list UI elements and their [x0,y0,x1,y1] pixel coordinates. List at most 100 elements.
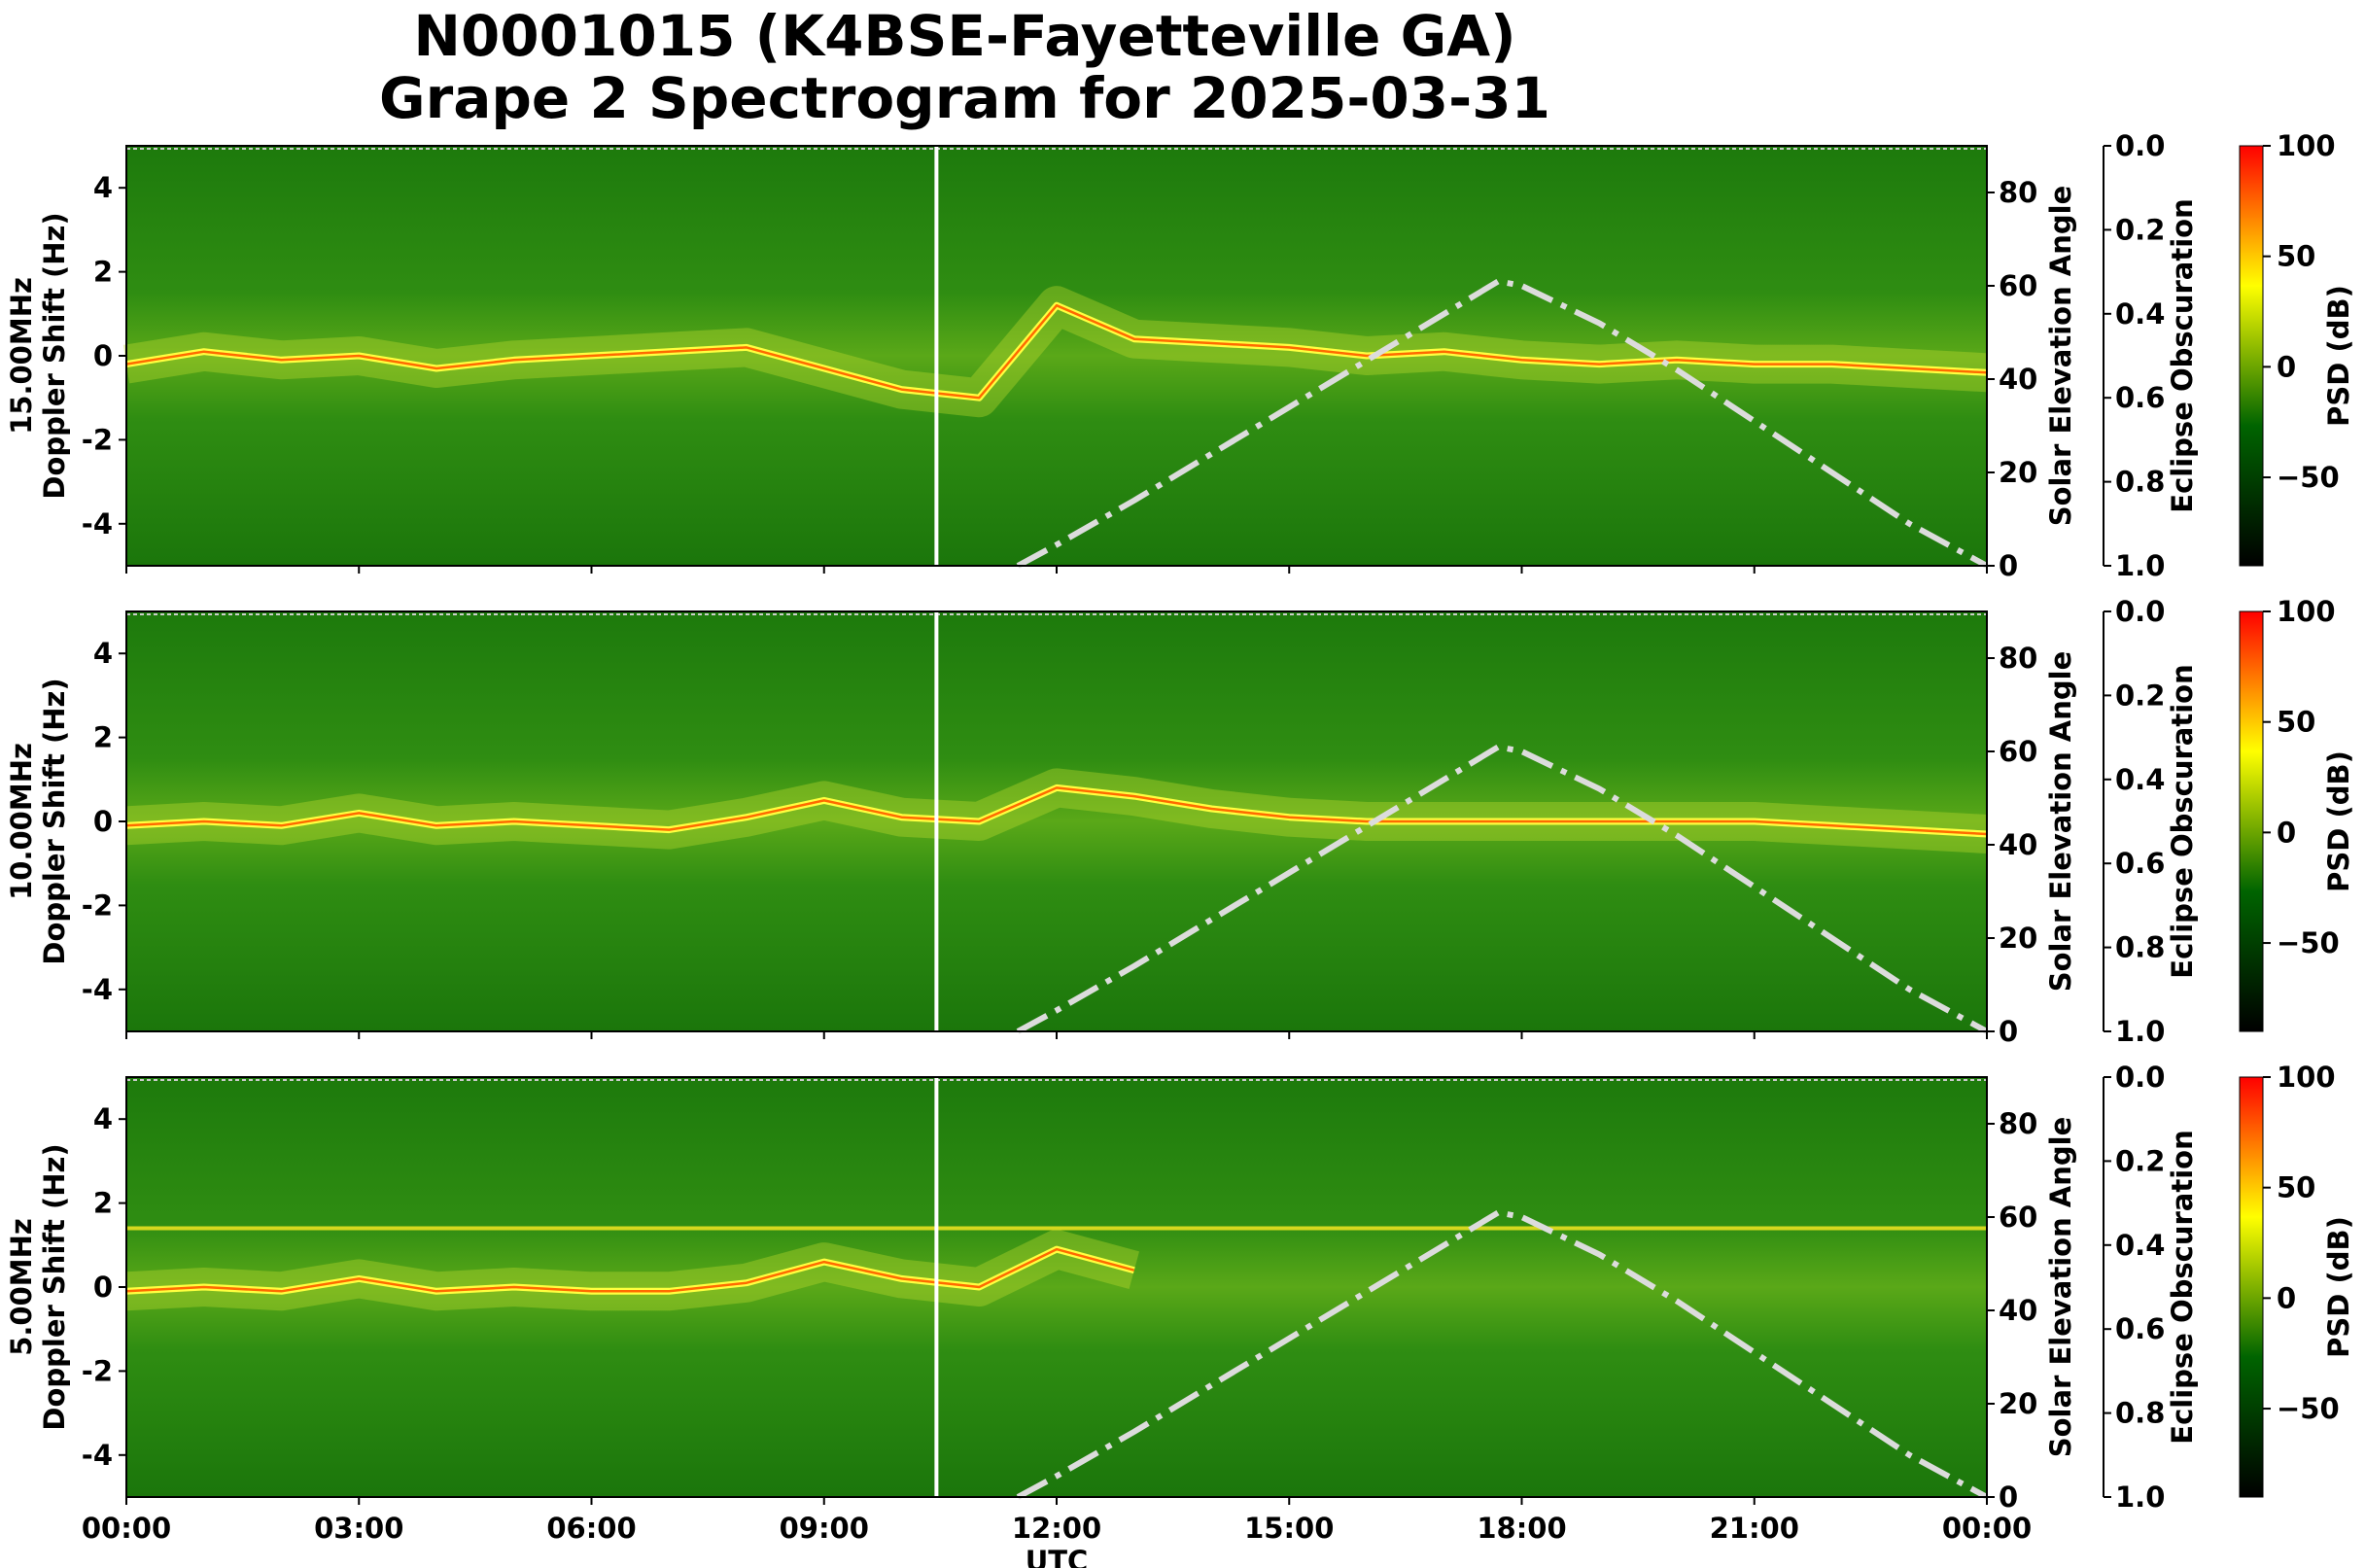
colorbar-tick-label: 100 [2277,129,2336,162]
eclipse-tick-label: 0.6 [2115,847,2165,880]
colorbar-tick-label: 0 [2277,1281,2296,1314]
colorbar [2239,1076,2264,1498]
elevation-tick-label: 40 [1999,828,2037,861]
y-tick-label: -4 [82,1439,113,1472]
y-tick-label: 4 [93,637,113,670]
x-tick-label: 00:00 [82,1512,171,1545]
elevation-tick-label: 0 [1999,549,2018,582]
y-tick-label: 2 [93,256,113,289]
elevation-tick-label: 0 [1999,1481,2018,1514]
y-tick-label: -4 [82,973,113,1006]
colorbar [2239,610,2264,1032]
elevation-axis-label: Solar Elevation Angle [2044,651,2077,993]
y-tick-label: 2 [93,721,113,754]
x-tick-label: 03:00 [314,1512,403,1545]
elevation-tick-label: 80 [1999,1107,2037,1140]
panel-15-00mhz: 420-2-415.00MHz Doppler Shift (Hz)8060402… [5,129,2355,582]
y-tick-label: -4 [82,507,113,540]
y-tick-label: 0 [93,805,113,838]
y-axis-label: Doppler Shift (Hz) [38,678,71,964]
x-tick-label: 09:00 [780,1512,869,1545]
elevation-tick-label: 80 [1999,176,2037,209]
colorbar-tick-label: 50 [2277,1171,2315,1204]
x-axis-label: UTC [1026,1545,1089,1568]
elevation-tick-label: 40 [1999,1294,2037,1327]
x-tick-label: 18:00 [1477,1512,1566,1545]
eclipse-tick-label: 1.0 [2115,1481,2165,1514]
eclipse-axis-label: Eclipse Obscuration [2166,664,2199,978]
y-tick-label: -2 [82,423,113,456]
colorbar [2239,145,2264,567]
chart-title: N0001015 (K4BSE-Fayetteville GA) [413,3,1516,69]
elevation-tick-label: 0 [1999,1015,2018,1048]
eclipse-tick-label: 0.8 [2115,931,2165,964]
elevation-tick-label: 20 [1999,1387,2037,1420]
colorbar-label: PSD (dB) [2322,1216,2355,1358]
x-tick-label: 12:00 [1012,1512,1101,1545]
y-tick-label: -2 [82,1354,113,1387]
y-axis-label: Doppler Shift (Hz) [38,212,71,499]
eclipse-tick-label: 0.2 [2115,1144,2165,1177]
eclipse-tick-label: 0.8 [2115,466,2165,499]
doppler-trace-peak [125,786,1988,836]
y-tick-label: 4 [93,171,113,204]
panel-5-00mhz: 420-2-45.00MHz Doppler Shift (Hz)80604020… [5,1061,2355,1545]
y-tick-label: 4 [93,1102,113,1135]
panel-10-00mhz: 420-2-410.00MHz Doppler Shift (Hz)8060402… [5,595,2355,1048]
eclipse-tick-label: 0.6 [2115,1312,2165,1345]
y-axis-label-frequency: 15.00MHz [5,277,38,435]
colorbar-tick-label: 50 [2277,706,2315,739]
y-tick-label: 0 [93,339,113,372]
eclipse-tick-label: 0.4 [2115,763,2165,796]
colorbar-tick-label: 100 [2277,595,2336,628]
y-tick-label: 0 [93,1271,113,1304]
doppler-trace-peak [125,1247,1135,1293]
eclipse-axis-label: Eclipse Obscuration [2166,1130,2199,1444]
y-tick-label: 2 [93,1187,113,1220]
colorbar-tick-label: −50 [2277,1392,2340,1425]
eclipse-tick-label: 0.2 [2115,213,2165,246]
eclipse-tick-label: 0.6 [2115,381,2165,414]
eclipse-tick-label: 0.8 [2115,1397,2165,1430]
doppler-trace-peak [125,303,1988,400]
colorbar-label: PSD (dB) [2322,285,2355,427]
elevation-tick-label: 20 [1999,456,2037,489]
elevation-axis-label: Solar Elevation Angle [2044,1117,2077,1458]
elevation-tick-label: 80 [1999,642,2037,675]
y-axis-label-frequency: 5.00MHz [5,1218,38,1356]
eclipse-axis-label: Eclipse Obscuration [2166,198,2199,512]
x-tick-label: 15:00 [1244,1512,1334,1545]
x-tick-label: 21:00 [1710,1512,1799,1545]
eclipse-tick-label: 0.2 [2115,679,2165,712]
colorbar-label: PSD (dB) [2322,750,2355,892]
eclipse-tick-label: 1.0 [2115,549,2165,582]
colorbar-tick-label: 0 [2277,816,2296,849]
eclipse-tick-label: 0.0 [2115,595,2165,628]
spectrogram-background [126,146,1987,566]
y-axis-label-frequency: 10.00MHz [5,743,38,900]
colorbar-tick-label: 100 [2277,1061,2336,1094]
elevation-tick-label: 40 [1999,363,2037,396]
x-tick-label: 00:00 [1942,1512,2032,1545]
elevation-tick-label: 60 [1999,735,2037,768]
eclipse-tick-label: 1.0 [2115,1015,2165,1048]
eclipse-tick-label: 0.0 [2115,1061,2165,1094]
eclipse-tick-label: 0.0 [2115,129,2165,162]
elevation-tick-label: 60 [1999,1201,2037,1234]
x-tick-label: 06:00 [546,1512,636,1545]
spectrogram-background [126,1077,1987,1497]
eclipse-tick-label: 0.4 [2115,1229,2165,1262]
elevation-axis-label: Solar Elevation Angle [2044,186,2077,527]
chart-subtitle: Grape 2 Spectrogram for 2025-03-31 [379,65,1550,131]
y-axis-label: Doppler Shift (Hz) [38,1143,71,1430]
colorbar-tick-label: −50 [2277,926,2340,959]
elevation-tick-label: 60 [1999,269,2037,302]
colorbar-tick-label: 0 [2277,350,2296,383]
y-tick-label: -2 [82,889,113,922]
solar-elevation-curve [1016,744,1989,1034]
solar-elevation-curve [1016,1209,1989,1500]
colorbar-tick-label: −50 [2277,461,2340,494]
elevation-tick-label: 20 [1999,922,2037,955]
